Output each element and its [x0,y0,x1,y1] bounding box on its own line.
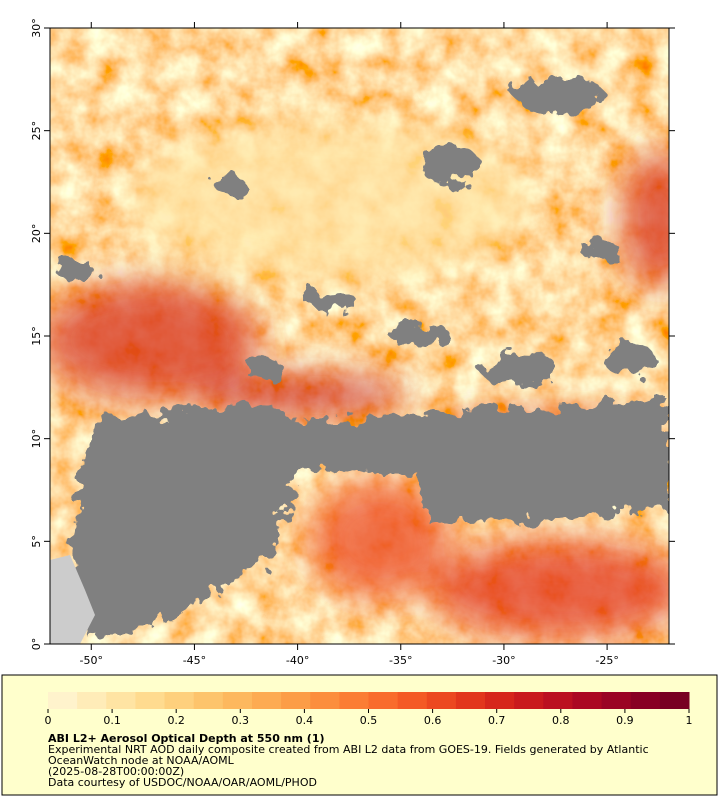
colorbar-swatch [426,692,457,709]
colorbar-swatch [514,692,544,709]
colorbar-tick-label: 0.5 [360,714,378,727]
colorbar-swatch [77,692,107,709]
colorbar-swatch [193,692,224,709]
colorbar-swatch [659,692,690,709]
colorbar-tick-label: 0.2 [167,714,185,727]
y-tick-label: 20° [30,224,43,244]
colorbar-tick-label: 0.1 [103,714,121,727]
colorbar-swatch [339,692,369,709]
colorbar-tick-label: 0.4 [296,714,314,727]
colorbar-swatch [135,692,166,709]
colorbar-swatch [48,692,78,709]
colorbar-swatch [106,692,136,709]
colorbar-swatch [310,692,340,709]
caption-title: ABI L2+ Aerosol Optical Depth at 550 nm … [48,732,325,745]
colorbar-swatch [397,692,428,709]
colorbar-tick-label: 0.6 [424,714,442,727]
x-tick-label: -30° [492,654,515,667]
colorbar-tick-label: 0 [45,714,52,727]
colorbar-tick-label: 0.8 [552,714,570,727]
x-tick-label: -35° [389,654,412,667]
x-tick-label: -25° [595,654,618,667]
colorbar-swatch [601,692,632,709]
caption-line: (2025-08-28T00:00:00Z) [48,765,184,778]
colorbar-tick-label: 0.9 [616,714,634,727]
x-tick-label: -50° [80,654,103,667]
colorbar-swatch [368,692,399,709]
colorbar-swatch [281,692,311,709]
colorbar-swatch [485,692,515,709]
x-tick-label: -45° [183,654,206,667]
y-tick-label: 10° [30,429,43,449]
colorbar-swatch [251,692,282,709]
y-tick-label: 0° [30,638,43,651]
caption-line: Data courtesy of USDOC/NOAA/OAR/AOML/PHO… [48,776,317,789]
y-tick-label: 15° [30,326,43,346]
caption-line: Experimental NRT AOD daily composite cre… [48,743,649,756]
aod-field [50,28,669,644]
land [50,555,95,644]
y-tick-label: 25° [30,121,43,141]
x-tick-label: -40° [286,654,309,667]
colorbar-swatch [630,692,661,709]
colorbar-tick-label: 0.7 [488,714,506,727]
colorbar-swatch [543,692,573,709]
colorbar-tick-label: 0.3 [232,714,250,727]
y-tick-label: 30° [30,18,43,38]
colorbar-swatch [455,692,486,709]
colorbar-swatch [222,692,253,709]
y-tick-label: 5° [30,535,43,548]
colorbar-tick-label: 1 [686,714,693,727]
colorbar-swatch [164,692,195,709]
caption-line: OceanWatch node at NOAA/AOML [48,754,235,767]
colorbar-swatch [572,692,603,709]
